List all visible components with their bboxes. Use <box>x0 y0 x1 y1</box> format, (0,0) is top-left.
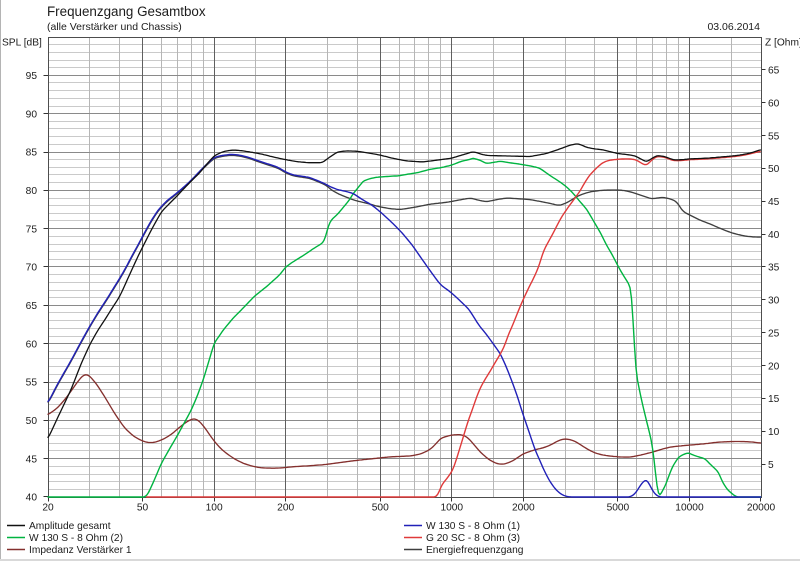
svg-text:Impedanz Verstärker 1: Impedanz Verstärker 1 <box>29 545 132 556</box>
svg-text:Z [Ohm]: Z [Ohm] <box>765 38 800 49</box>
svg-text:30: 30 <box>768 296 780 307</box>
svg-text:95: 95 <box>26 71 38 82</box>
svg-text:45: 45 <box>768 197 780 208</box>
svg-text:65: 65 <box>768 66 780 77</box>
svg-text:15: 15 <box>768 394 780 405</box>
svg-text:500: 500 <box>372 503 389 514</box>
svg-text:55: 55 <box>768 131 780 142</box>
svg-text:200: 200 <box>277 503 294 514</box>
svg-text:2000: 2000 <box>512 503 535 514</box>
svg-text:40: 40 <box>768 230 780 241</box>
svg-text:80: 80 <box>26 186 38 197</box>
svg-text:60: 60 <box>26 339 38 350</box>
svg-text:5000: 5000 <box>607 503 630 514</box>
svg-text:50: 50 <box>137 503 149 514</box>
svg-text:20: 20 <box>768 361 780 372</box>
svg-text:1000: 1000 <box>440 503 463 514</box>
svg-text:W 130 S - 8 Ohm (2): W 130 S - 8 Ohm (2) <box>29 533 123 544</box>
svg-text:60: 60 <box>768 98 780 109</box>
svg-text:50: 50 <box>26 416 38 427</box>
svg-text:Frequenzgang Gesamtbox: Frequenzgang Gesamtbox <box>47 4 206 19</box>
svg-text:70: 70 <box>26 263 38 274</box>
svg-text:Amplitude gesamt: Amplitude gesamt <box>29 521 111 532</box>
svg-text:55: 55 <box>26 378 38 389</box>
svg-text:90: 90 <box>26 109 38 120</box>
svg-text:10: 10 <box>768 427 780 438</box>
svg-text:75: 75 <box>26 224 38 235</box>
svg-text:100: 100 <box>206 503 223 514</box>
svg-text:W 130 S - 8 Ohm (1): W 130 S - 8 Ohm (1) <box>426 521 520 532</box>
svg-text:40: 40 <box>26 493 38 504</box>
svg-text:(alle Verstärker und Chassis): (alle Verstärker und Chassis) <box>47 21 182 33</box>
svg-text:85: 85 <box>26 148 38 159</box>
svg-text:SPL [dB]: SPL [dB] <box>2 38 42 49</box>
svg-text:03.06.2014: 03.06.2014 <box>707 21 760 33</box>
svg-text:50: 50 <box>768 164 780 175</box>
svg-text:45: 45 <box>26 454 38 465</box>
svg-text:65: 65 <box>26 301 38 312</box>
svg-text:Energiefrequenzgang: Energiefrequenzgang <box>426 545 524 556</box>
svg-text:G 20 SC - 8 Ohm (3): G 20 SC - 8 Ohm (3) <box>426 533 520 544</box>
svg-text:25: 25 <box>768 328 780 339</box>
svg-text:20000: 20000 <box>747 503 776 514</box>
svg-text:5: 5 <box>768 460 774 471</box>
svg-text:20: 20 <box>42 503 54 514</box>
svg-text:35: 35 <box>768 263 780 274</box>
svg-text:10000: 10000 <box>675 503 704 514</box>
